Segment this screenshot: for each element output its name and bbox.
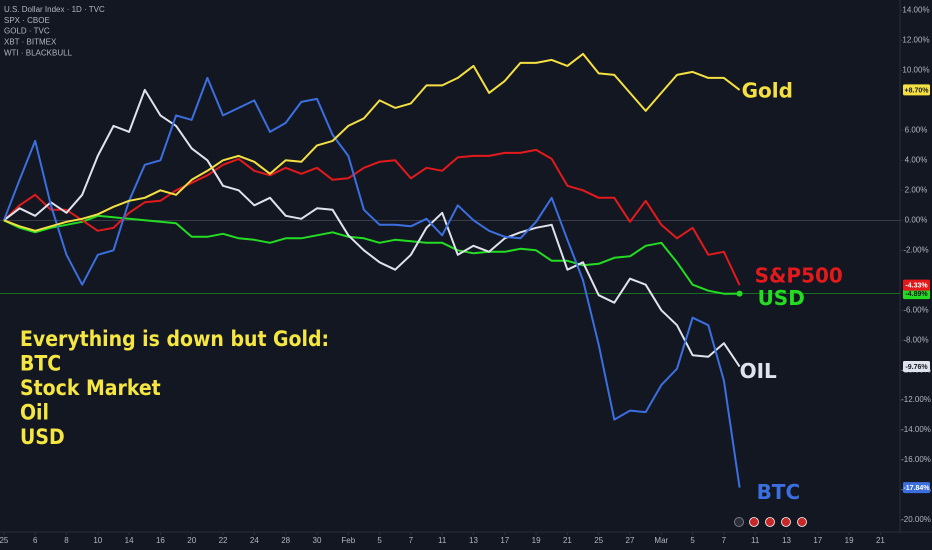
value-badge	[903, 482, 930, 494]
x-tick-label: 30	[313, 536, 322, 545]
x-tick-label: 27	[626, 536, 635, 545]
value-badge	[903, 288, 930, 300]
x-tick-label: 11	[438, 536, 447, 545]
annotation: Everything is down but Gold:	[20, 327, 329, 351]
x-tick-label: 6	[33, 536, 38, 545]
value-label: +8.70%	[905, 87, 930, 94]
y-tick-label: -2.00%	[903, 245, 928, 254]
value-label: -4.33%	[905, 283, 928, 290]
event-icon[interactable]	[781, 517, 791, 527]
value-badge	[903, 84, 930, 96]
x-tick-label: 16	[156, 536, 165, 545]
series-line	[3, 88, 741, 368]
series-name: S&P500	[755, 264, 843, 288]
x-tick-label: 13	[782, 536, 791, 545]
legend-entry: WTI · BLACKBULL	[4, 48, 73, 57]
event-icon[interactable]	[797, 517, 807, 527]
x-tick-label: 13	[469, 536, 478, 545]
y-tick-label: -8.00%	[903, 335, 928, 344]
legend-entry: SPX · CBOE	[4, 16, 50, 25]
x-tick-label: 14	[125, 536, 134, 545]
series-name: BTC	[757, 480, 801, 504]
x-tick-label: 8	[64, 536, 69, 545]
y-tick-label: -14.00%	[901, 425, 931, 434]
value-badge	[903, 361, 930, 373]
y-tick-label: 6.00%	[905, 125, 928, 134]
y-tick-label: 0.00%	[905, 215, 928, 224]
x-tick-label: 21	[876, 536, 885, 545]
x-tick-label: 21	[563, 536, 572, 545]
x-tick-label: 11	[751, 536, 760, 545]
series-line	[3, 148, 741, 286]
x-tick-label: 19	[532, 536, 541, 545]
x-tick-label: 10	[93, 536, 102, 545]
annotation: Oil	[20, 401, 49, 425]
x-tick-label: Feb	[341, 536, 355, 545]
value-label: -17.84%	[903, 485, 930, 492]
event-icon[interactable]	[749, 517, 759, 527]
y-tick-label: 4.00%	[905, 155, 928, 164]
series-name: OIL	[740, 359, 777, 383]
y-tick-label: 14.00%	[902, 6, 929, 15]
legend-entry: XBT · BITMEX	[4, 38, 57, 47]
x-tick-label: 17	[813, 536, 822, 545]
event-icons	[734, 517, 807, 527]
x-tick-label: 17	[500, 536, 509, 545]
y-tick-label: -16.00%	[901, 455, 931, 464]
value-label: -9.76%	[905, 364, 928, 371]
x-tick-label: 20	[187, 536, 196, 545]
y-tick-label: -12.00%	[901, 395, 931, 404]
x-tick-label: Mar	[654, 536, 668, 545]
y-tick-label: 12.00%	[902, 36, 929, 45]
event-icon[interactable]	[734, 517, 744, 527]
y-tick-label: -6.00%	[903, 305, 928, 314]
y-tick-label: 2.00%	[905, 185, 928, 194]
legend-entry: U.S. Dollar Index · 1D · TVC	[4, 5, 105, 14]
end-dot	[736, 290, 743, 297]
y-tick-label: -20.00%	[901, 515, 931, 524]
value-badge	[903, 279, 930, 291]
x-tick-label: 25	[594, 536, 603, 545]
series-name: USD	[758, 286, 805, 310]
x-tick-label: 24	[250, 536, 259, 545]
x-tick-label: 7	[722, 536, 727, 545]
value-label: -4.89%	[905, 291, 928, 298]
series-name: Gold	[742, 78, 793, 102]
x-tick-label: 25	[0, 536, 9, 545]
series-line	[3, 52, 741, 232]
series-line	[3, 214, 740, 295]
x-tick-label: 22	[219, 536, 228, 545]
x-tick-label: 19	[845, 536, 854, 545]
x-tick-label: 28	[281, 536, 290, 545]
plot-area	[0, 52, 900, 488]
annotation: BTC	[20, 352, 61, 376]
x-tick-label: 7	[409, 536, 414, 545]
y-tick-label: 10.00%	[902, 66, 929, 75]
x-tick-label: 5	[377, 536, 382, 545]
event-icon[interactable]	[765, 517, 775, 527]
legend-entry: GOLD · TVC	[4, 27, 50, 36]
annotation: USD	[20, 425, 65, 449]
annotation: Stock Market	[20, 376, 161, 400]
series-line	[2, 76, 741, 488]
x-tick-label: 5	[690, 536, 695, 545]
